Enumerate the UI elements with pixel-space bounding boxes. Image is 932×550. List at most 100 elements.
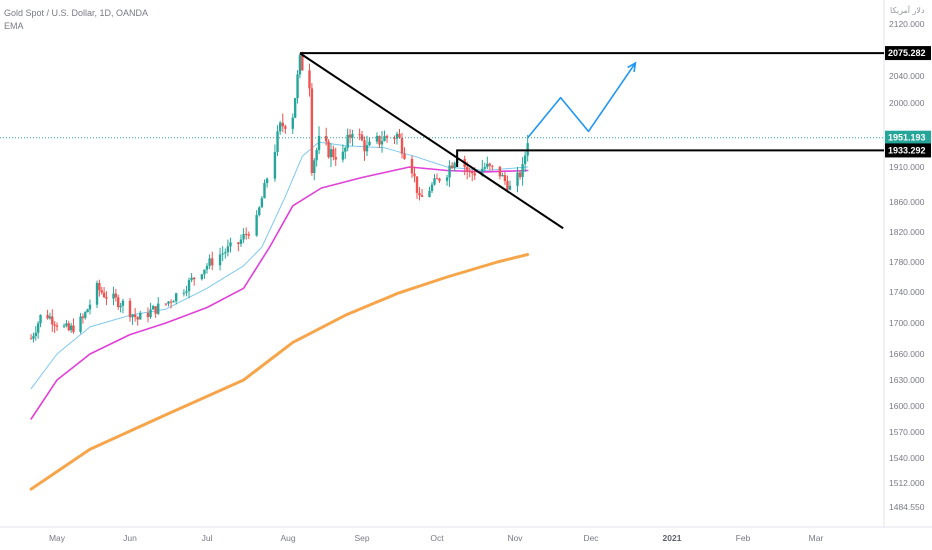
candle: [128, 298, 132, 322]
y-tick-label: 1700.000: [889, 318, 925, 328]
ema-fast-line: [30, 141, 529, 390]
candle: [360, 130, 364, 142]
candle: [53, 321, 56, 333]
candle: [203, 269, 206, 279]
price-label: 1951.193: [885, 130, 931, 145]
candle: [453, 161, 456, 172]
candle: [146, 307, 150, 323]
candle: [169, 299, 173, 309]
candle: [506, 175, 509, 193]
y-tick-label: 1570.000: [889, 427, 925, 437]
candle: [450, 161, 454, 170]
candle: [39, 314, 42, 328]
candle: [226, 239, 230, 257]
candle: [501, 172, 504, 177]
candle: [192, 277, 196, 286]
candle: [244, 227, 248, 240]
indicator-label[interactable]: EMA: [4, 21, 24, 31]
x-tick-label: May: [49, 533, 66, 543]
candle: [237, 241, 240, 252]
candle: [211, 251, 214, 271]
currency-label: دلار آمریکا: [890, 5, 925, 15]
candle: [403, 147, 406, 160]
breakout-level-line[interactable]: [456, 149, 884, 167]
candle: [105, 291, 108, 306]
candle: [400, 132, 404, 159]
candle: [281, 113, 284, 133]
candle: [498, 166, 502, 180]
x-tick-label: Nov: [507, 533, 523, 543]
forecast-arrowhead: [627, 61, 637, 73]
candle: [263, 179, 266, 199]
candle: [81, 313, 85, 324]
candle: [471, 169, 474, 182]
candle: [84, 311, 87, 320]
candle: [51, 309, 54, 332]
candle: [114, 288, 118, 302]
candle: [67, 320, 70, 332]
x-tick-label: Dec: [583, 533, 599, 543]
candle: [98, 279, 101, 297]
y-tick-label: 2040.000: [889, 71, 925, 81]
ema-slow-line: [29, 253, 530, 491]
candle: [255, 210, 258, 237]
x-tick-label: Jun: [123, 533, 137, 543]
candle: [273, 144, 277, 182]
candles: [29, 51, 529, 343]
candle: [518, 170, 522, 180]
candle: [315, 147, 318, 167]
y-tick-label: 1600.000: [889, 401, 925, 411]
candle: [438, 177, 441, 184]
candle: [468, 167, 471, 178]
candle: [208, 254, 211, 270]
candle: [157, 297, 160, 315]
candle: [418, 187, 421, 201]
x-tick-label: Oct: [430, 533, 444, 543]
forecast-path[interactable]: [527, 62, 637, 139]
candle: [100, 286, 103, 295]
candle: [242, 228, 245, 244]
candle: [86, 308, 89, 313]
y-tick-label: 1780.000: [889, 257, 925, 267]
y-tick-label: 2120.000: [889, 19, 925, 29]
candle: [398, 128, 401, 139]
candle: [88, 299, 92, 315]
candle: [276, 125, 279, 157]
y-tick-label: 1660.000: [889, 349, 925, 359]
candle: [172, 300, 175, 303]
candle: [491, 165, 494, 171]
y-tick-label: 2000.000: [889, 98, 925, 108]
candle: [190, 272, 193, 283]
candle: [317, 126, 321, 154]
candle: [420, 188, 424, 198]
candle: [224, 248, 227, 259]
candle: [334, 147, 337, 166]
candle: [62, 323, 66, 329]
candle: [428, 186, 431, 198]
x-tick-label: 2021: [663, 533, 682, 543]
candle: [175, 292, 178, 305]
ema-mid-line: [30, 166, 529, 420]
y-tick-label: 1910.000: [889, 162, 925, 172]
candle: [516, 166, 519, 193]
candle: [296, 70, 299, 104]
grid: [0, 0, 932, 528]
candle: [313, 157, 316, 181]
y-tick-label: 1740.000: [889, 287, 925, 297]
candle: [200, 273, 204, 281]
candle: [139, 310, 142, 320]
candle: [327, 139, 330, 159]
candle: [258, 206, 261, 217]
price-label-text: 2075.282: [888, 48, 926, 58]
candle: [149, 302, 152, 319]
candle: [102, 287, 106, 299]
candle: [488, 162, 492, 171]
x-tick-label: Mar: [809, 533, 824, 543]
candle: [435, 173, 439, 180]
candle: [523, 151, 527, 173]
candle: [218, 247, 222, 271]
trendline[interactable]: [299, 52, 564, 230]
candle: [324, 127, 328, 146]
candle: [72, 318, 75, 334]
